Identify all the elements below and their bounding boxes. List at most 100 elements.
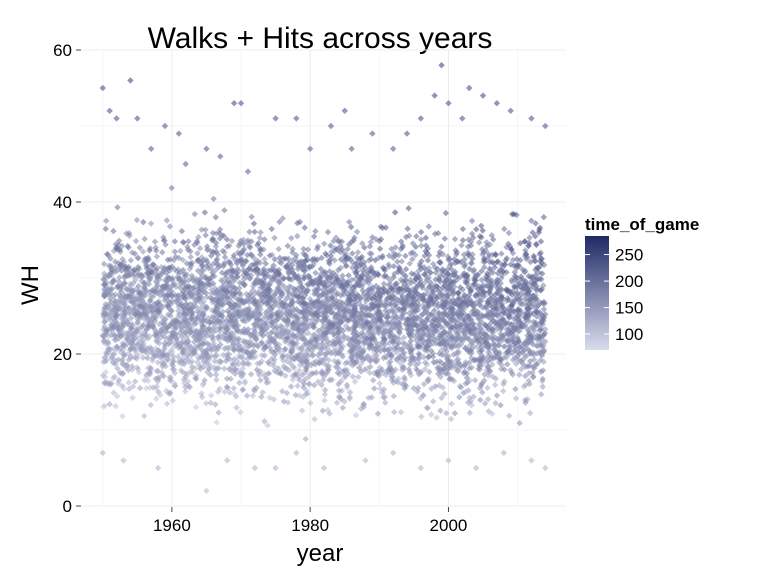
data-point	[484, 335, 492, 343]
data-point	[492, 291, 499, 298]
data-point	[409, 256, 416, 263]
data-point	[335, 350, 343, 357]
data-point	[458, 242, 465, 249]
data-point	[105, 332, 112, 340]
data-point	[130, 307, 137, 314]
data-point	[127, 257, 135, 264]
data-point	[112, 402, 119, 410]
data-point	[525, 242, 532, 250]
data-point	[218, 287, 225, 294]
data-point	[430, 359, 437, 366]
data-point	[240, 355, 247, 363]
data-point	[187, 262, 195, 270]
data-point	[487, 284, 495, 291]
data-point	[126, 232, 133, 239]
data-point	[163, 400, 171, 407]
data-point	[501, 343, 509, 350]
data-point	[456, 294, 463, 301]
data-point	[503, 307, 510, 314]
data-point	[212, 243, 220, 250]
data-point	[366, 243, 374, 250]
data-point	[412, 275, 420, 282]
data-point	[478, 284, 485, 291]
data-point	[334, 289, 341, 297]
data-point	[436, 259, 443, 266]
data-point	[419, 282, 426, 289]
data-point	[382, 341, 389, 348]
data-point	[192, 364, 199, 372]
data-point	[124, 287, 132, 294]
data-point	[415, 359, 422, 367]
data-point	[536, 224, 544, 232]
data-point	[476, 314, 483, 322]
data-point	[381, 346, 388, 354]
data-point	[179, 368, 186, 376]
data-point	[339, 404, 347, 411]
data-point	[404, 225, 411, 232]
data-point	[457, 384, 465, 391]
data-point	[185, 370, 192, 377]
data-point	[529, 229, 536, 236]
data-point	[350, 323, 358, 331]
data-point	[175, 307, 182, 315]
data-point	[134, 318, 141, 326]
data-point	[534, 287, 541, 294]
data-point	[415, 342, 422, 350]
data-point	[406, 260, 413, 267]
data-point	[492, 399, 499, 407]
data-point	[209, 261, 217, 268]
data-point	[448, 265, 455, 273]
data-point	[280, 329, 288, 337]
data-point	[529, 369, 536, 376]
data-point	[451, 289, 458, 296]
data-point	[421, 365, 429, 373]
data-point	[470, 234, 477, 241]
data-point	[287, 383, 295, 390]
data-point	[343, 262, 350, 269]
data-point	[143, 265, 151, 272]
data-point	[357, 261, 365, 268]
data-point	[205, 281, 213, 288]
data-point	[247, 251, 254, 258]
data-point	[122, 266, 129, 273]
data-point	[247, 275, 254, 282]
data-point	[339, 353, 346, 360]
data-point	[470, 266, 478, 273]
data-point	[245, 360, 253, 368]
data-point	[421, 271, 428, 278]
data-point	[242, 343, 250, 350]
data-point	[397, 409, 405, 416]
data-point	[443, 288, 450, 295]
data-point	[278, 280, 285, 288]
data-point	[272, 301, 279, 308]
data-point	[140, 218, 147, 226]
data-point	[485, 353, 492, 360]
data-point	[204, 258, 211, 266]
data-point	[353, 268, 361, 275]
data-point	[272, 347, 279, 355]
data-point	[106, 401, 113, 408]
data-point	[170, 343, 178, 351]
data-point	[261, 418, 268, 425]
data-point	[338, 299, 346, 307]
data-point	[273, 323, 281, 331]
data-point	[251, 228, 258, 236]
data-point	[203, 293, 210, 301]
data-point	[359, 240, 366, 247]
data-point	[125, 263, 133, 271]
data-point	[211, 353, 218, 360]
data-point	[235, 242, 242, 250]
data-point	[290, 333, 298, 341]
data-point	[197, 311, 204, 318]
data-point	[173, 331, 180, 338]
data-point	[195, 341, 203, 348]
data-point	[418, 242, 425, 249]
data-point	[475, 291, 482, 298]
data-point	[416, 262, 424, 270]
data-point	[309, 370, 317, 377]
data-point	[223, 375, 231, 382]
data-point	[306, 263, 313, 270]
data-point	[101, 281, 108, 288]
data-point	[445, 357, 453, 365]
data-point	[303, 339, 310, 346]
